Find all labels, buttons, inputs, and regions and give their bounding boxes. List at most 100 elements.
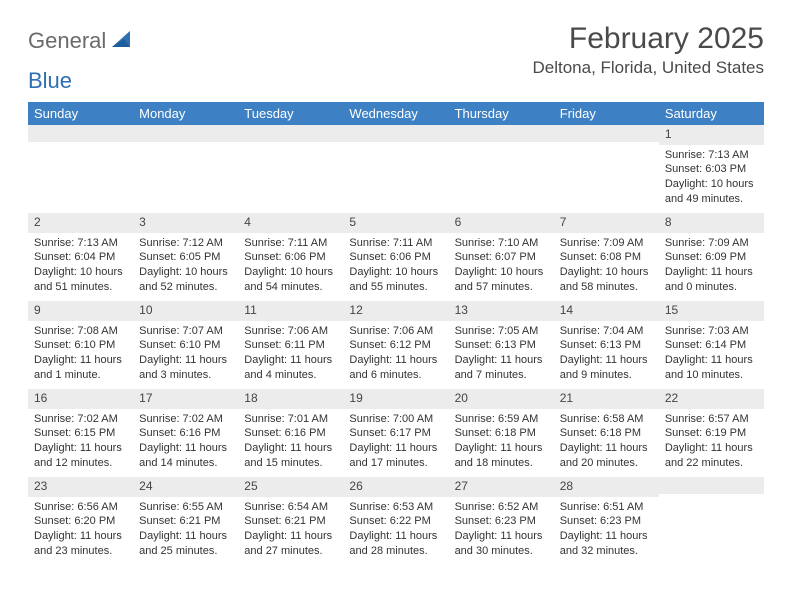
- day-details: Sunrise: 6:55 AMSunset: 6:21 PMDaylight:…: [133, 497, 238, 563]
- day-detail-line: Sunrise: 7:07 AM: [139, 324, 232, 339]
- day-detail-line: and 4 minutes.: [244, 368, 337, 383]
- day-detail-line: and 1 minute.: [34, 368, 127, 383]
- day-detail-line: and 17 minutes.: [349, 456, 442, 471]
- day-detail-line: Daylight: 11 hours: [560, 529, 653, 544]
- day-detail-line: Sunset: 6:18 PM: [560, 426, 653, 441]
- day-detail-line: Sunset: 6:06 PM: [349, 250, 442, 265]
- day-details: Sunrise: 7:08 AMSunset: 6:10 PMDaylight:…: [28, 321, 133, 387]
- day-detail-line: Sunrise: 7:05 AM: [455, 324, 548, 339]
- day-number: 18: [238, 389, 343, 409]
- day-number: 10: [133, 301, 238, 321]
- calendar-week: 9Sunrise: 7:08 AMSunset: 6:10 PMDaylight…: [28, 301, 764, 389]
- calendar-cell: 6Sunrise: 7:10 AMSunset: 6:07 PMDaylight…: [449, 213, 554, 301]
- day-number: 19: [343, 389, 448, 409]
- day-detail-line: Daylight: 10 hours: [244, 265, 337, 280]
- day-detail-line: Sunrise: 7:13 AM: [665, 148, 758, 163]
- day-details: Sunrise: 7:12 AMSunset: 6:05 PMDaylight:…: [133, 233, 238, 299]
- day-details: [659, 494, 764, 501]
- day-detail-line: Daylight: 11 hours: [34, 529, 127, 544]
- weekday-header: Wednesday: [343, 102, 448, 125]
- day-detail-line: Sunset: 6:07 PM: [455, 250, 548, 265]
- day-number: 24: [133, 477, 238, 497]
- calendar-table: Sunday Monday Tuesday Wednesday Thursday…: [28, 102, 764, 565]
- day-detail-line: and 12 minutes.: [34, 456, 127, 471]
- day-detail-line: Sunset: 6:22 PM: [349, 514, 442, 529]
- calendar-cell: 10 Sunrise: 7:07 AMSunset: 6:10 PMDayligh…: [133, 301, 238, 389]
- day-details: [238, 142, 343, 149]
- day-detail-line: Sunrise: 7:11 AM: [349, 236, 442, 251]
- day-detail-line: Sunrise: 7:08 AM: [34, 324, 127, 339]
- day-detail-line: and 18 minutes.: [455, 456, 548, 471]
- day-number: 22: [659, 389, 764, 409]
- day-number: 28: [554, 477, 659, 497]
- day-detail-line: Sunrise: 7:11 AM: [244, 236, 337, 251]
- day-detail-line: Sunset: 6:04 PM: [34, 250, 127, 265]
- day-details: Sunrise: 6:58 AMSunset: 6:18 PMDaylight:…: [554, 409, 659, 475]
- day-number: 16: [28, 389, 133, 409]
- day-detail-line: Daylight: 11 hours: [139, 353, 232, 368]
- day-detail-line: and 23 minutes.: [34, 544, 127, 559]
- day-details: Sunrise: 7:09 AMSunset: 6:08 PMDaylight:…: [554, 233, 659, 299]
- day-number: 12: [343, 301, 448, 321]
- day-details: Sunrise: 7:13 AMSunset: 6:03 PMDaylight:…: [659, 145, 764, 211]
- day-number: [659, 477, 764, 494]
- day-number: [238, 125, 343, 142]
- brand-part1: General: [28, 28, 106, 54]
- day-detail-line: Sunset: 6:10 PM: [139, 338, 232, 353]
- day-detail-line: Sunset: 6:11 PM: [244, 338, 337, 353]
- day-details: Sunrise: 7:02 AMSunset: 6:15 PMDaylight:…: [28, 409, 133, 475]
- day-details: Sunrise: 6:57 AMSunset: 6:19 PMDaylight:…: [659, 409, 764, 475]
- day-detail-line: and 3 minutes.: [139, 368, 232, 383]
- day-detail-line: Sunset: 6:18 PM: [455, 426, 548, 441]
- day-detail-line: Sunset: 6:08 PM: [560, 250, 653, 265]
- day-number: 2: [28, 213, 133, 233]
- day-detail-line: and 28 minutes.: [349, 544, 442, 559]
- day-number: 20: [449, 389, 554, 409]
- day-number: 25: [238, 477, 343, 497]
- day-detail-line: Sunset: 6:10 PM: [34, 338, 127, 353]
- day-detail-line: Sunset: 6:21 PM: [139, 514, 232, 529]
- day-detail-line: and 27 minutes.: [244, 544, 337, 559]
- calendar-cell: 12Sunrise: 7:06 AMSunset: 6:12 PMDayligh…: [343, 301, 448, 389]
- day-detail-line: Sunrise: 6:52 AM: [455, 500, 548, 515]
- calendar-week: 1Sunrise: 7:13 AMSunset: 6:03 PMDaylight…: [28, 125, 764, 213]
- day-detail-line: Sunrise: 6:51 AM: [560, 500, 653, 515]
- day-detail-line: Sunset: 6:06 PM: [244, 250, 337, 265]
- calendar-cell: 8Sunrise: 7:09 AMSunset: 6:09 PMDaylight…: [659, 213, 764, 301]
- day-detail-line: and 30 minutes.: [455, 544, 548, 559]
- day-detail-line: Sunrise: 6:55 AM: [139, 500, 232, 515]
- day-detail-line: Daylight: 11 hours: [560, 353, 653, 368]
- day-number: [28, 125, 133, 142]
- day-details: Sunrise: 6:51 AMSunset: 6:23 PMDaylight:…: [554, 497, 659, 563]
- day-detail-line: Daylight: 10 hours: [560, 265, 653, 280]
- month-title: February 2025: [532, 22, 764, 56]
- day-detail-line: Sunset: 6:16 PM: [244, 426, 337, 441]
- day-number: 5: [343, 213, 448, 233]
- day-number: 1: [659, 125, 764, 145]
- day-detail-line: Sunrise: 7:06 AM: [244, 324, 337, 339]
- day-detail-line: Daylight: 11 hours: [244, 529, 337, 544]
- day-number: 27: [449, 477, 554, 497]
- day-detail-line: Sunset: 6:03 PM: [665, 162, 758, 177]
- day-detail-line: and 58 minutes.: [560, 280, 653, 295]
- calendar-cell: 3Sunrise: 7:12 AMSunset: 6:05 PMDaylight…: [133, 213, 238, 301]
- calendar-cell: 28Sunrise: 6:51 AMSunset: 6:23 PMDayligh…: [554, 477, 659, 565]
- day-detail-line: Sunrise: 7:03 AM: [665, 324, 758, 339]
- day-number: 17: [133, 389, 238, 409]
- day-details: Sunrise: 7:11 AMSunset: 6:06 PMDaylight:…: [238, 233, 343, 299]
- day-detail-line: Daylight: 11 hours: [349, 353, 442, 368]
- day-details: Sunrise: 7:11 AMSunset: 6:06 PMDaylight:…: [343, 233, 448, 299]
- day-detail-line: and 25 minutes.: [139, 544, 232, 559]
- day-details: Sunrise: 7:02 AMSunset: 6:16 PMDaylight:…: [133, 409, 238, 475]
- day-detail-line: Sunrise: 7:12 AM: [139, 236, 232, 251]
- day-detail-line: Sunrise: 7:09 AM: [560, 236, 653, 251]
- day-detail-line: Sunrise: 7:00 AM: [349, 412, 442, 427]
- calendar-cell: [133, 125, 238, 213]
- title-block: February 2025 Deltona, Florida, United S…: [532, 22, 764, 78]
- day-details: [28, 142, 133, 149]
- day-detail-line: Daylight: 10 hours: [455, 265, 548, 280]
- brand-sail-icon: [110, 29, 132, 54]
- day-number: [449, 125, 554, 142]
- calendar-cell: 9Sunrise: 7:08 AMSunset: 6:10 PMDaylight…: [28, 301, 133, 389]
- day-details: Sunrise: 7:01 AMSunset: 6:16 PMDaylight:…: [238, 409, 343, 475]
